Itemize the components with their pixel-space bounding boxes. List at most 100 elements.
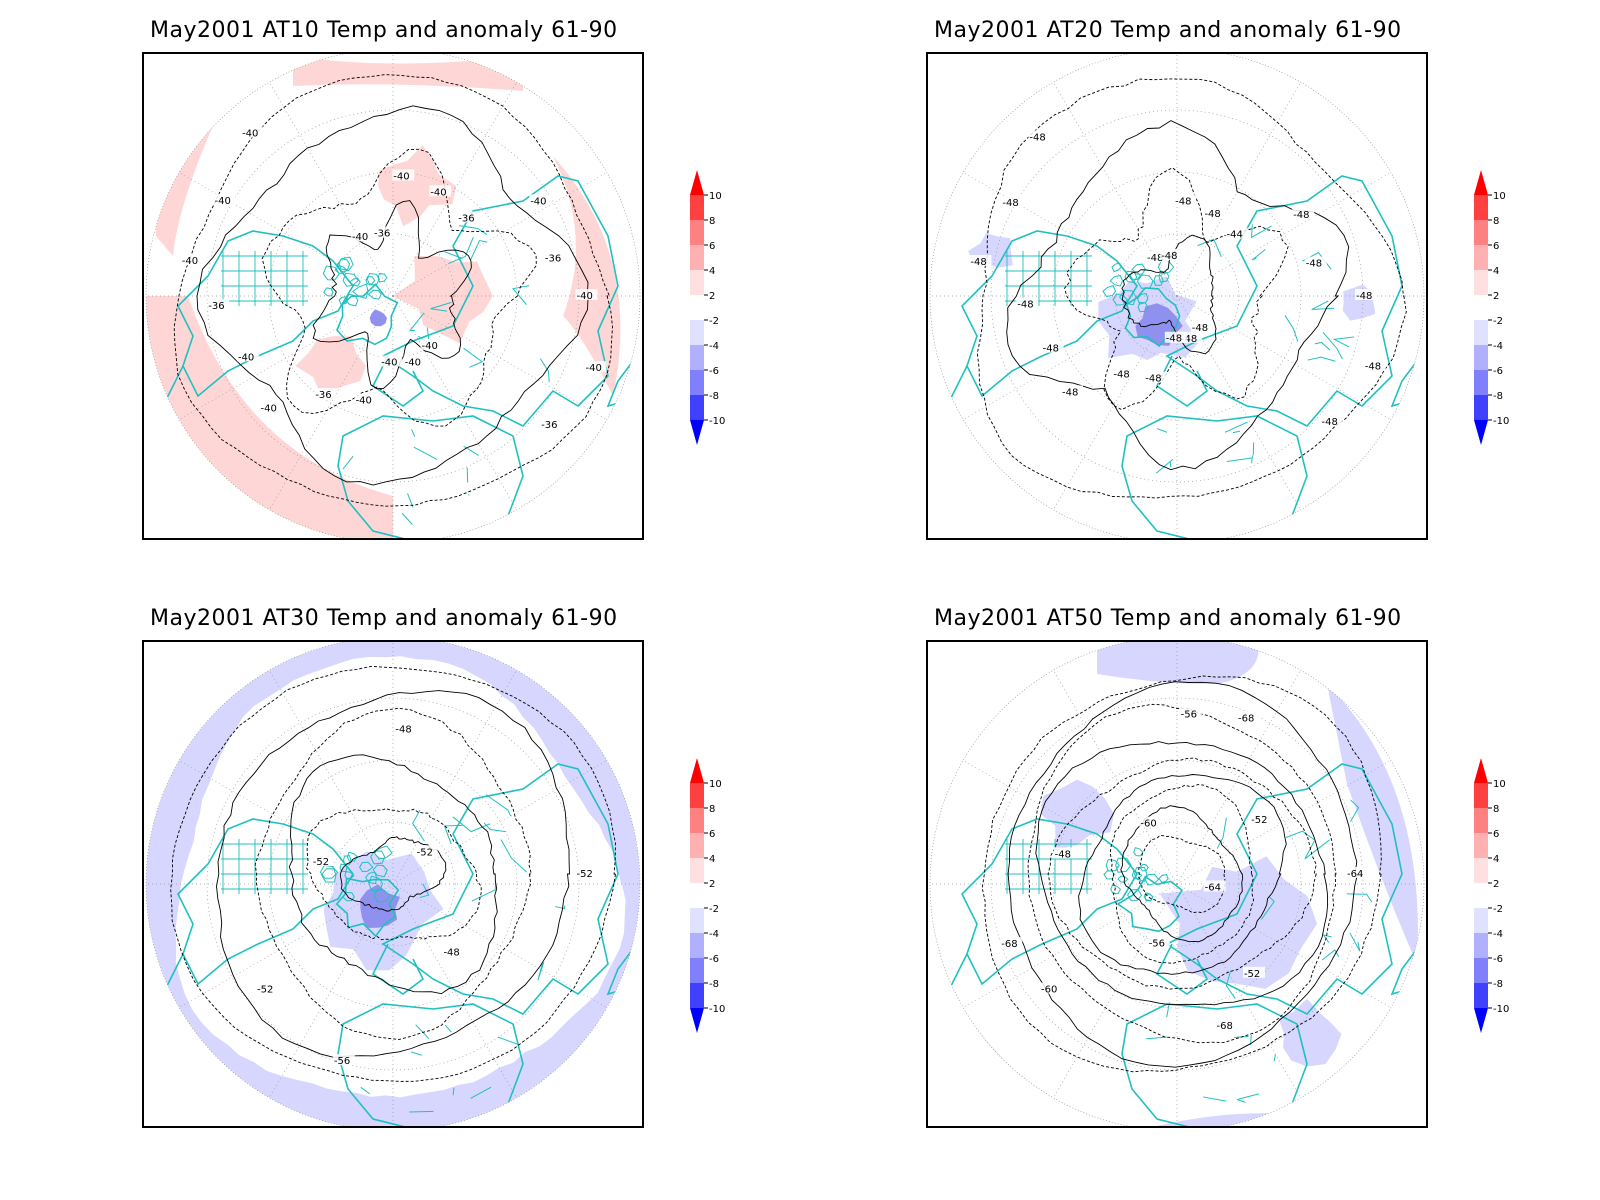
- country-border: [1202, 1096, 1227, 1102]
- island-outline: [322, 265, 340, 281]
- latitude-circle: [1114, 821, 1240, 947]
- contour-label-bg: [1363, 359, 1386, 371]
- country-border: [1216, 817, 1227, 849]
- island-outline: [1133, 847, 1144, 857]
- contour-label-bg: [1225, 227, 1248, 239]
- colorbar-label: -10: [709, 1004, 725, 1015]
- contour-label-bg: [1179, 707, 1202, 719]
- colorbar-arrow-bottom: [690, 1008, 704, 1033]
- country-border: [1156, 458, 1174, 474]
- colorbar-label: 6: [1493, 241, 1499, 252]
- contour-label: -48: [1204, 209, 1220, 220]
- north-america-outline: [177, 230, 354, 398]
- colorbar-label: -2: [709, 904, 719, 915]
- country-border: [443, 824, 463, 845]
- contour-label: -40: [182, 256, 198, 267]
- colorbar-label: 2: [709, 879, 715, 890]
- contour-label-bg: [236, 350, 259, 362]
- contour-label: -40: [238, 352, 254, 363]
- island-outline: [1136, 274, 1154, 289]
- country-border: [444, 251, 463, 259]
- island-outline: [351, 283, 369, 299]
- island-outline: [1131, 263, 1146, 275]
- contour-label: -56: [334, 1056, 350, 1067]
- contour-label: -56: [1149, 939, 1165, 950]
- contour-label-bg: [380, 355, 403, 367]
- map-frame: -64 -60 -56 -52 -48 -52 -56 -60 -64 -68 -68 -68: [926, 640, 1428, 1128]
- colorbar-arrow-top: [690, 758, 704, 783]
- colorbar-segment: [690, 933, 704, 958]
- colorbar-segment: [690, 370, 704, 395]
- colorbar-segment: [1474, 345, 1488, 370]
- colorbar-label: -8: [709, 979, 719, 990]
- country-border: [1146, 1036, 1167, 1040]
- country-border: [411, 429, 416, 437]
- island-outline: [1143, 892, 1154, 902]
- country-border: [1250, 224, 1272, 239]
- contour-line: [261, 148, 537, 427]
- map-boundary: [145, 54, 641, 538]
- colorbar-segment: [1474, 983, 1488, 1008]
- contour-label: -48: [1306, 259, 1322, 270]
- contour-label: -40: [356, 395, 372, 406]
- colorbar-label: 10: [709, 191, 722, 202]
- eurasia-outline: [381, 175, 619, 427]
- contour-label: -52: [1251, 815, 1267, 826]
- colorbar-label: 10: [709, 779, 722, 790]
- colorbar-graphic: 10 8 6 4 2 -2 -4 -6 -8 -10: [1474, 758, 1509, 1033]
- anomaly-area: [553, 156, 621, 396]
- colorbar-label: 6: [709, 829, 715, 840]
- central-america-outline: [931, 953, 968, 1085]
- north-america-outline: [961, 818, 1138, 986]
- colorbar-graphic: 10 8 6 4 2 -2 -4 -6 -8 -10: [690, 170, 725, 445]
- polar-map: -40-40-40-40-40-40-40-40-40-40-40-40-40-…: [145, 54, 641, 538]
- colorbar-segment: [690, 983, 704, 1008]
- colorbar-segment: [1474, 195, 1488, 220]
- contour-label: -52: [417, 847, 433, 858]
- contour-label: -68: [1217, 1021, 1233, 1032]
- island-outline: [1109, 274, 1124, 287]
- colorbar-label: 2: [1493, 879, 1499, 890]
- contour-line: [305, 808, 482, 941]
- country-border: [1284, 315, 1299, 342]
- country-border: [1224, 421, 1248, 433]
- contour-label-bg: [1355, 289, 1377, 300]
- panel-title: May2001 AT30 Temp and anomaly 61-90: [150, 606, 618, 631]
- contour-label: -48: [1365, 362, 1381, 373]
- colorbar-segment: [1474, 958, 1488, 983]
- country-border: [1321, 949, 1340, 961]
- contour-label-bg: [1112, 367, 1135, 379]
- colorbar-segment: [1474, 908, 1488, 933]
- contour-label: -68: [1001, 939, 1017, 950]
- colorbar-label: 6: [1493, 829, 1499, 840]
- contour-label: -36: [545, 253, 561, 264]
- japan-outline: [1390, 947, 1423, 996]
- colorbar: 10 8 6 4 2 -2 -4 -6 -8 -10: [1466, 170, 1546, 460]
- contour-label-bg: [1164, 331, 1187, 343]
- contour-label: -48: [1322, 417, 1338, 428]
- island-outline: [370, 850, 386, 865]
- country-border: [1350, 799, 1360, 822]
- contour-label: -64: [1205, 882, 1221, 893]
- country-border: [471, 882, 497, 902]
- country-border: [512, 285, 530, 305]
- contour-label: -48: [443, 947, 459, 958]
- meridian: [1176, 172, 1392, 297]
- meridian: [269, 81, 394, 297]
- contour-label: -48: [970, 257, 986, 268]
- colorbar-segment: [1474, 245, 1488, 270]
- island-outline: [342, 272, 359, 287]
- colorbar-arrow-bottom: [1474, 420, 1488, 445]
- country-border: [485, 794, 512, 817]
- panel-title: May2001 AT50 Temp and anomaly 61-90: [934, 606, 1402, 631]
- country-border: [1157, 428, 1168, 433]
- colorbar-label: 8: [1493, 216, 1499, 227]
- contour-label-bg: [1190, 321, 1213, 333]
- meridian: [392, 669, 517, 885]
- meridian: [1176, 669, 1301, 885]
- colorbar-label: -6: [1493, 954, 1503, 965]
- contour-label-bg: [241, 126, 264, 138]
- eurasia-outline: [1165, 763, 1403, 1015]
- contour-label-bg: [392, 169, 415, 181]
- contour-label-bg: [1203, 880, 1226, 892]
